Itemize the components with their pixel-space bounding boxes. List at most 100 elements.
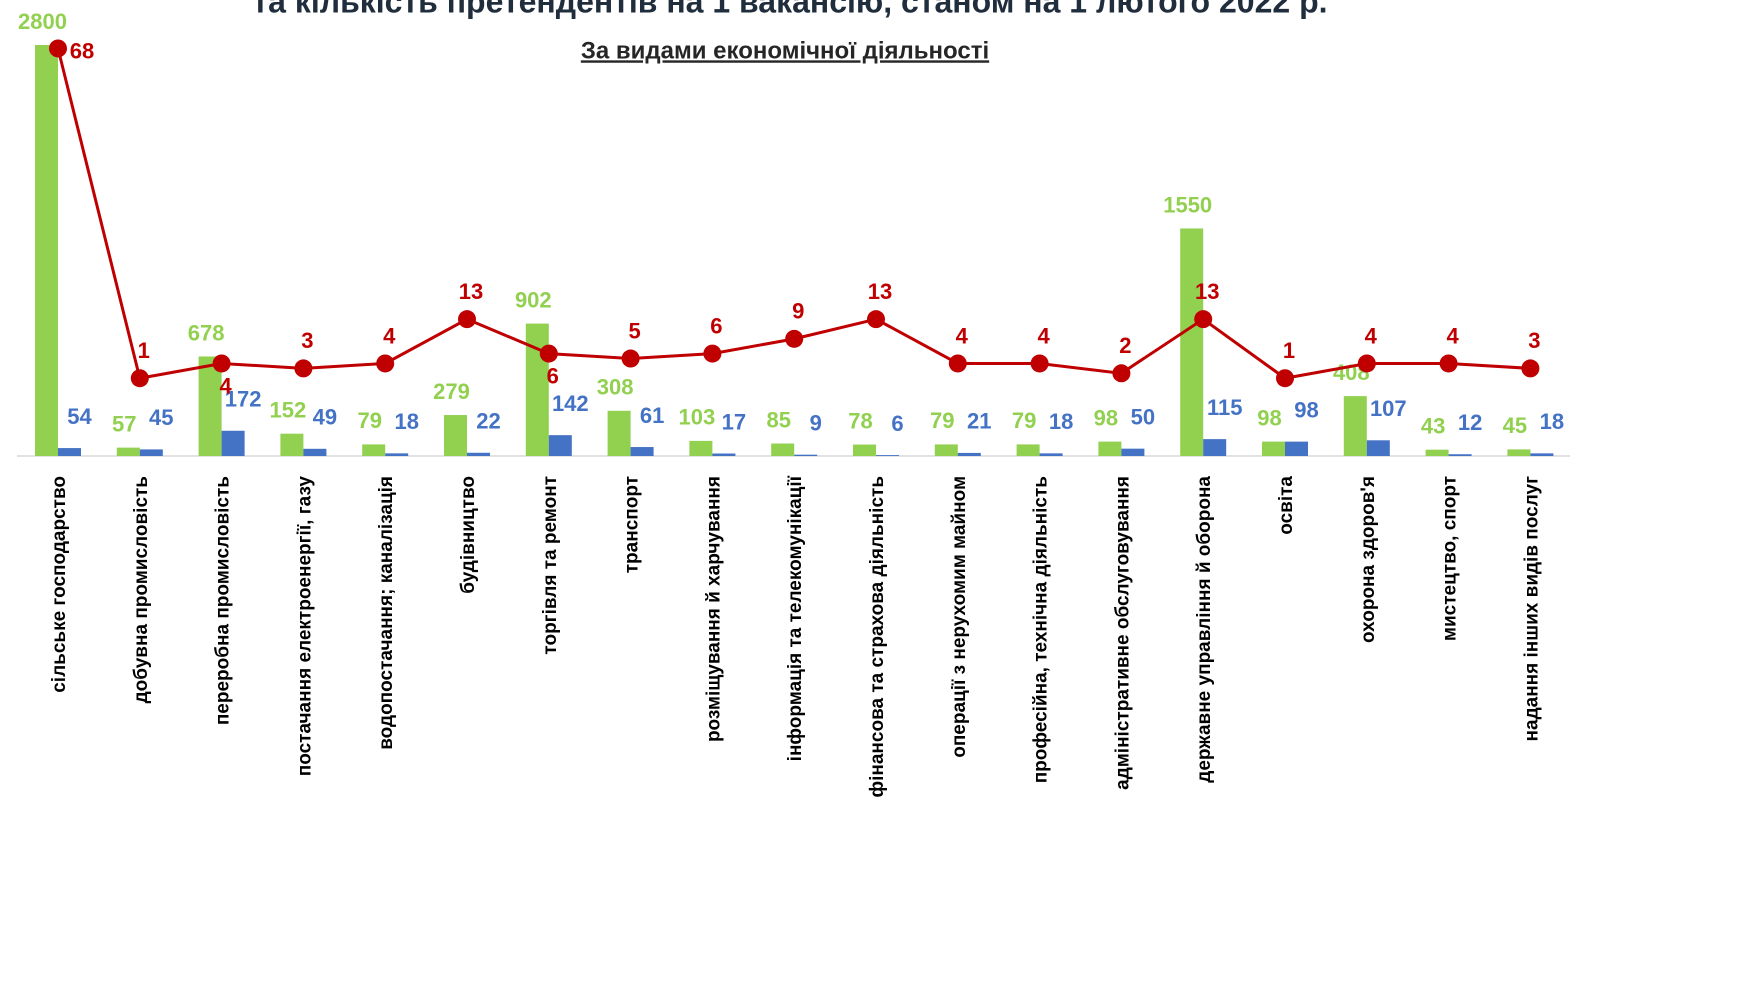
bar (712, 453, 736, 456)
chart-title: та кількість претендентів на 1 вакансію,… (253, 0, 1328, 19)
data-label: 3 (1528, 328, 1540, 353)
bar (876, 455, 899, 456)
data-label: 21 (967, 409, 991, 434)
line-point (1357, 354, 1376, 373)
bar (444, 415, 467, 456)
data-label: 18 (1540, 409, 1564, 434)
bar (467, 452, 490, 456)
data-label: 142 (552, 391, 589, 416)
line-point (294, 359, 313, 378)
line-point (948, 354, 967, 373)
data-label: 79 (1012, 408, 1036, 433)
line-point (703, 344, 722, 363)
data-label: 18 (394, 409, 418, 434)
data-label: 308 (597, 375, 634, 400)
line-point (1112, 364, 1131, 383)
data-label: 2 (1119, 333, 1131, 358)
line-point (1439, 354, 1458, 373)
data-label: 68 (70, 38, 94, 63)
bar (1285, 441, 1308, 456)
bar (1098, 441, 1122, 456)
bar (385, 453, 409, 456)
bar (1039, 453, 1063, 456)
x-tick-label: торгівля та ремонт (540, 476, 561, 655)
data-label: 85 (766, 407, 790, 432)
x-tick-label: постачання електроенергії, газу (294, 476, 315, 777)
x-tick-label: транспорт (622, 476, 643, 573)
data-label: 43 (1421, 414, 1445, 439)
x-tick-label: мистецтво, спорт (1440, 476, 1461, 641)
data-label: 2800 (18, 9, 67, 34)
data-label: 54 (67, 404, 92, 429)
x-tick-label: сільське господарство (49, 476, 70, 693)
x-tick-label: будівництво (458, 476, 479, 594)
data-label: 12 (1458, 410, 1482, 435)
line-point (1276, 369, 1294, 388)
data-label: 79 (357, 408, 381, 433)
data-label: 50 (1131, 404, 1155, 429)
line-point (1194, 310, 1213, 329)
line-point (376, 354, 395, 373)
line-point (785, 329, 804, 348)
line-point (458, 310, 476, 329)
data-label: 4 (1446, 323, 1459, 348)
x-tick-label: професійна, технічна діяльність (1031, 476, 1052, 783)
x-tick-label: фінансова та страхова діяльність (867, 476, 888, 798)
x-tick-label: адміністративне обслуговування (1112, 476, 1133, 790)
bar (1180, 228, 1204, 456)
bar (1448, 454, 1472, 456)
line-point (539, 344, 558, 363)
x-tick-label: операції з нерухомим майном (949, 476, 970, 758)
data-label: 4 (383, 323, 396, 348)
data-label: 1 (1283, 338, 1295, 363)
x-tick-label: добувна промисловість (131, 476, 152, 703)
data-label: 107 (1370, 396, 1407, 421)
bar (221, 430, 245, 456)
data-label: 9 (810, 410, 822, 435)
data-label: 902 (515, 287, 552, 312)
line-point (49, 39, 67, 58)
bar (1530, 453, 1554, 456)
data-label: 22 (476, 409, 500, 434)
data-label: 4 (219, 373, 232, 398)
data-label: 18 (1049, 409, 1073, 434)
bar (1425, 449, 1449, 456)
bar (116, 447, 140, 456)
data-label: 3 (301, 328, 313, 353)
line-point (867, 310, 885, 329)
data-label: 5 (628, 318, 640, 343)
x-tick-label: державне управління й оборона (1194, 476, 1215, 783)
data-label: 13 (459, 279, 483, 304)
bar (957, 452, 981, 456)
bar (1507, 449, 1531, 456)
data-label: 678 (188, 320, 225, 345)
data-label: 98 (1257, 405, 1281, 430)
data-label: 6 (547, 363, 559, 388)
x-tick-label: освіта (1276, 476, 1297, 535)
data-label: 4 (956, 323, 969, 348)
bar (362, 444, 386, 456)
bar (794, 454, 818, 456)
data-label: 98 (1094, 405, 1118, 430)
data-label: 78 (848, 408, 872, 433)
data-label: 6 (891, 411, 903, 436)
bar (1121, 448, 1145, 456)
data-label: 13 (1195, 279, 1219, 304)
bar (548, 435, 572, 456)
bar (58, 448, 81, 456)
bar (934, 444, 958, 456)
data-label: 13 (868, 279, 892, 304)
bar (1262, 441, 1285, 456)
bar (35, 45, 58, 456)
data-label: 45 (149, 405, 173, 430)
bar (525, 323, 549, 456)
bar (1366, 440, 1390, 456)
data-label: 98 (1294, 397, 1318, 422)
data-label: 61 (640, 403, 664, 428)
data-label: 17 (722, 409, 746, 434)
data-label: 103 (679, 405, 716, 430)
bar (198, 356, 222, 456)
data-label: 49 (313, 405, 337, 430)
data-label: 9 (792, 299, 804, 324)
